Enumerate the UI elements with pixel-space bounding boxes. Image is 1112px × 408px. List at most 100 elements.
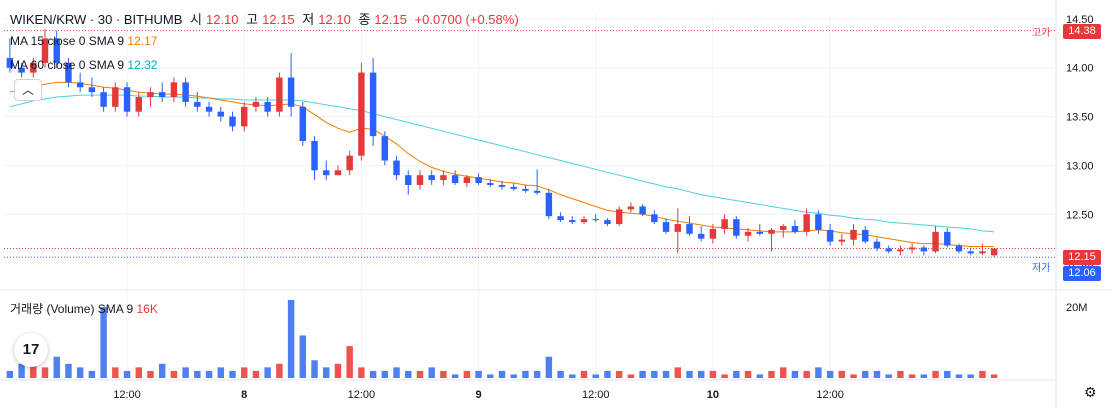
candle xyxy=(850,224,857,246)
candle xyxy=(65,57,72,88)
candle-body xyxy=(592,219,599,221)
candle-body xyxy=(873,241,881,249)
candle xyxy=(170,77,178,102)
candle xyxy=(53,30,60,68)
high-price-tag: 14.38 xyxy=(1063,24,1101,39)
candle-body xyxy=(498,184,506,187)
candle-body xyxy=(662,222,670,232)
candle xyxy=(686,216,693,236)
candle-body xyxy=(18,67,25,73)
candle-body xyxy=(850,229,857,240)
volume-bar xyxy=(780,367,787,378)
volume-bar xyxy=(135,367,142,378)
gear-icon[interactable]: ⚙ xyxy=(1084,384,1097,400)
candle-body xyxy=(826,229,834,242)
candle-body xyxy=(639,206,646,215)
ma15-label: MA 15 close 0 SMA 9 xyxy=(10,34,125,48)
volume-bar xyxy=(205,370,213,378)
symbol-header: WIKEN/KRW · 30 · BITHUMB 시 12.10 고 12.15 저… xyxy=(10,9,523,28)
ma60-label: MA 60 close 0 SMA 9 xyxy=(10,58,125,72)
chevron-up-icon[interactable]: ︿ xyxy=(14,79,42,101)
candle xyxy=(768,227,775,252)
candle-body xyxy=(967,251,974,254)
volume-bar xyxy=(522,370,529,378)
candle xyxy=(240,101,248,132)
volume-bar xyxy=(252,370,260,378)
candle-body xyxy=(405,175,412,185)
volume-bar xyxy=(557,370,564,378)
candle xyxy=(381,131,389,166)
volume-bar xyxy=(756,374,764,378)
price-tick-label: 12.50 xyxy=(1066,209,1094,221)
candle xyxy=(311,136,318,181)
volume-bar xyxy=(264,367,271,378)
volume-bar xyxy=(826,370,834,378)
candle-body xyxy=(651,214,658,223)
candle xyxy=(182,77,189,107)
last-price-tag: 12.15 xyxy=(1063,250,1101,265)
time-tick-label: 12:00 xyxy=(582,389,610,401)
symbol-title[interactable]: WIKEN/KRW · 30 · BITHUMB xyxy=(10,12,183,27)
volume-bar xyxy=(615,370,623,378)
candle xyxy=(88,77,96,98)
tradingview-logo[interactable]: 17 xyxy=(14,333,48,367)
volume-bar xyxy=(451,374,459,378)
candle-body xyxy=(30,62,37,73)
candle-body xyxy=(897,249,904,252)
ma60-legend[interactable]: MA 60 close 0 SMA 9 12.32 xyxy=(10,58,157,72)
candle xyxy=(158,82,166,102)
volume-bar xyxy=(768,370,775,378)
candle-body xyxy=(311,141,318,171)
volume-bar xyxy=(627,374,635,378)
candle xyxy=(264,97,271,117)
candle-body xyxy=(182,82,189,102)
candle xyxy=(545,188,553,220)
candle-body xyxy=(475,177,482,184)
candle-body xyxy=(487,183,494,185)
candle xyxy=(252,97,260,112)
candle-body xyxy=(686,224,693,234)
high-value: 12.15 xyxy=(262,12,295,27)
candle xyxy=(639,204,646,217)
volume-bar xyxy=(440,370,447,378)
price-tick-label: 14.50 xyxy=(1066,14,1094,26)
candle xyxy=(18,62,25,78)
candle-body xyxy=(920,247,928,252)
volume-bar xyxy=(533,370,541,378)
candle xyxy=(744,227,752,242)
time-tick-label: 12:00 xyxy=(816,389,844,401)
candle xyxy=(510,183,517,191)
price-tick-label: 13.50 xyxy=(1066,112,1094,124)
candle-body xyxy=(510,186,517,189)
candle-body xyxy=(569,220,576,223)
candle-body xyxy=(533,190,541,193)
candle xyxy=(533,169,541,195)
candle-body xyxy=(323,170,330,176)
volume-bar xyxy=(639,370,646,378)
candle-body xyxy=(768,229,775,234)
candle xyxy=(580,216,588,225)
candle xyxy=(733,216,740,239)
candle-body xyxy=(112,87,119,107)
candle xyxy=(932,225,939,254)
candle xyxy=(147,87,154,107)
candle xyxy=(217,106,224,122)
candle-body xyxy=(123,87,131,112)
candle xyxy=(30,57,37,78)
ma15-legend[interactable]: MA 15 close 0 SMA 9 12.17 xyxy=(10,34,157,48)
volume-legend[interactable]: 거래량 (Volume) SMA 9 16K xyxy=(10,300,158,317)
candle xyxy=(955,243,963,254)
candle-body xyxy=(393,160,400,176)
volume-bar xyxy=(158,363,166,378)
candle xyxy=(487,179,494,187)
candle-body xyxy=(158,92,166,98)
candle-body xyxy=(147,92,154,98)
low-tag-label: 저가 xyxy=(1032,263,1051,274)
candle-body xyxy=(41,38,49,63)
volume-bar xyxy=(545,356,553,378)
volume-bar xyxy=(979,370,986,378)
volume-bar xyxy=(908,374,916,378)
candle-body xyxy=(334,170,342,176)
volume-bar xyxy=(733,370,740,378)
